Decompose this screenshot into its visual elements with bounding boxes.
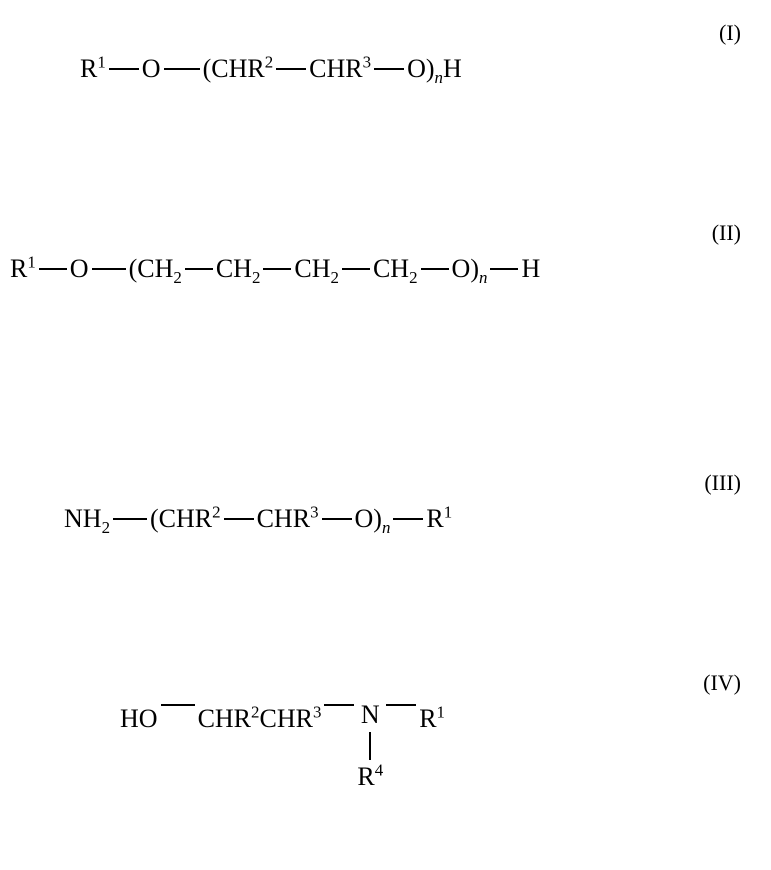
formula-I: R1O(CHR2CHR3O)nH: [80, 52, 462, 84]
formula-III: NH2(CHR2CHR3O)nR1: [64, 502, 452, 534]
formula-label-IV: (IV): [703, 670, 741, 696]
formula-label-II: (II): [712, 220, 741, 246]
formula-II: R1O(CH2CH2CH2CH2O)nH: [10, 252, 540, 284]
formula-label-I: (I): [719, 20, 741, 46]
formula-label-III: (III): [704, 470, 741, 496]
formula-IV: HOCHR2CHR3NR4R1: [120, 702, 445, 790]
